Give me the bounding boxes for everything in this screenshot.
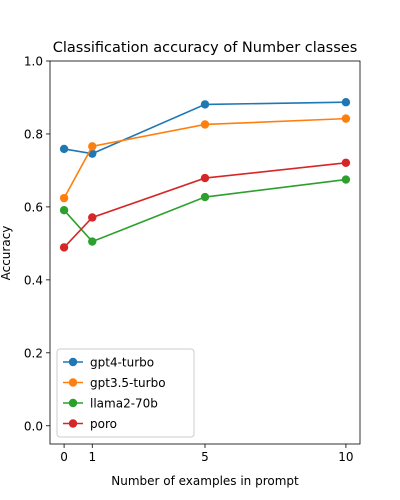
x-tick-label: 1	[88, 450, 96, 464]
legend: gpt4-turbo gpt3.5-turbo llama2-70b poro	[56, 348, 195, 438]
series-gpt3.5-turbo	[59, 114, 351, 203]
data-point	[341, 158, 351, 167]
data-point	[88, 142, 97, 151]
legend-marker	[68, 357, 78, 367]
data-point	[341, 98, 351, 107]
data-point	[59, 205, 69, 215]
legend-marker	[68, 378, 78, 387]
legend-box	[56, 348, 195, 438]
data-point	[200, 100, 210, 109]
data-point	[341, 175, 351, 184]
data-point	[59, 144, 69, 154]
y-tick-label: 0.8	[24, 127, 43, 141]
y-tick-label: 0.4	[24, 273, 43, 287]
y-tick-label: 1.0	[24, 55, 43, 69]
series-line	[63, 178, 347, 243]
x-tick-label: 5	[201, 450, 209, 464]
legend-label: llama2-70b	[90, 397, 158, 411]
x-tick-label: 10	[338, 450, 353, 464]
chart-title: Classification accuracy of Number classe…	[53, 40, 358, 56]
legend-item: gpt4-turbo	[63, 356, 154, 370]
series-line	[63, 161, 346, 248]
series-llama2-70b	[59, 175, 351, 246]
legend-label: poro	[90, 417, 117, 431]
series-line	[63, 101, 346, 155]
legend-marker	[68, 419, 78, 428]
series-line	[63, 117, 346, 199]
x-axis-label: Number of examples in prompt	[111, 474, 299, 488]
legend-item: gpt3.5-turbo	[63, 376, 166, 390]
series-poro	[59, 158, 351, 252]
data-point	[59, 193, 69, 203]
axes: 0 1 5 10 0.0 0.2 0.4 0.6 0.8 1.0	[24, 55, 361, 464]
y-axis-label: Accuracy	[0, 226, 13, 281]
y-tick-label: 0.0	[24, 419, 43, 433]
y-tick-label: 0.2	[24, 346, 43, 360]
data-point	[200, 120, 210, 129]
data-point	[200, 173, 210, 183]
legend-item: poro	[63, 417, 117, 431]
legend-label: gpt4-turbo	[90, 356, 154, 370]
series-group	[59, 98, 351, 252]
y-tick-label: 0.6	[24, 200, 43, 214]
data-point	[59, 243, 69, 252]
legend-marker	[68, 398, 78, 408]
legend-label: gpt3.5-turbo	[90, 376, 166, 390]
data-point	[88, 237, 97, 246]
legend-item: llama2-70b	[63, 397, 158, 411]
data-point	[341, 114, 351, 123]
data-point	[88, 213, 97, 222]
x-tick-label: 0	[60, 450, 68, 464]
data-point	[200, 192, 210, 202]
